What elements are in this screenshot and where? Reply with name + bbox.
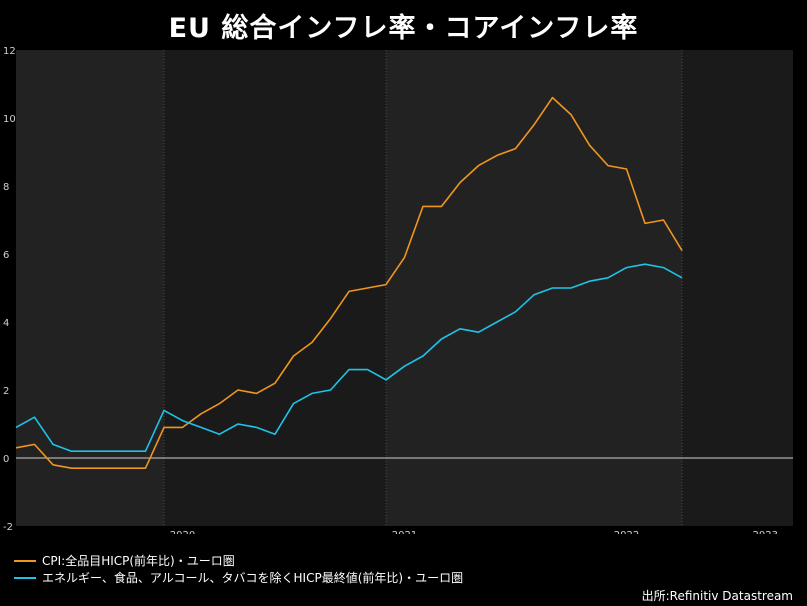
x-tick-label: 2021 [392,530,417,534]
y-tick-label: 8 [3,182,9,193]
legend-label-core: エネルギー、食品、アルコール、タバコを除くHICP最終値(前年比)・ユーロ圏 [42,571,464,585]
legend-item-cpi: CPI:全品目HICP(前年比)・ユーロ圏 [14,552,235,569]
legend-label-cpi: CPI:全品目HICP(前年比)・ユーロ圏 [42,554,235,568]
x-tick-label: 2022 [614,530,639,534]
series-lines [15,96,683,470]
source-note: 出所:Refinitiv Datastream [641,589,793,603]
y-tick-label: 2 [3,386,9,397]
y-tick-label: 12 [3,46,16,57]
y-tick-label: 6 [3,250,9,261]
period-band [386,50,682,526]
y-tick-label: 0 [3,454,9,465]
y-tick-label: -2 [3,522,13,533]
x-tick-label: 2023 [753,530,778,534]
chart-title: EU 総合インフレ率・コアインフレ率 [168,13,639,44]
legend-item-core: エネルギー、食品、アルコール、タバコを除くHICP最終値(前年比)・ユーロ圏 [14,569,463,586]
period-band [164,50,386,526]
legend-swatch-cpi [14,559,36,562]
y-tick-label: 10 [3,114,16,125]
cpi-line [15,96,683,470]
core-line [15,263,683,453]
y-tick-label: 4 [3,318,9,329]
chart-plot: -2 0 2 4 6 8 10 12 2020 2021 2022 2023 [3,46,793,534]
axes: -2 0 2 4 6 8 10 12 2020 2021 2022 2023 [3,46,793,534]
legend-swatch-core [14,576,36,579]
period-shading [16,50,793,526]
period-band [682,50,793,526]
x-tick-label: 2020 [170,530,195,534]
period-band [16,50,164,526]
